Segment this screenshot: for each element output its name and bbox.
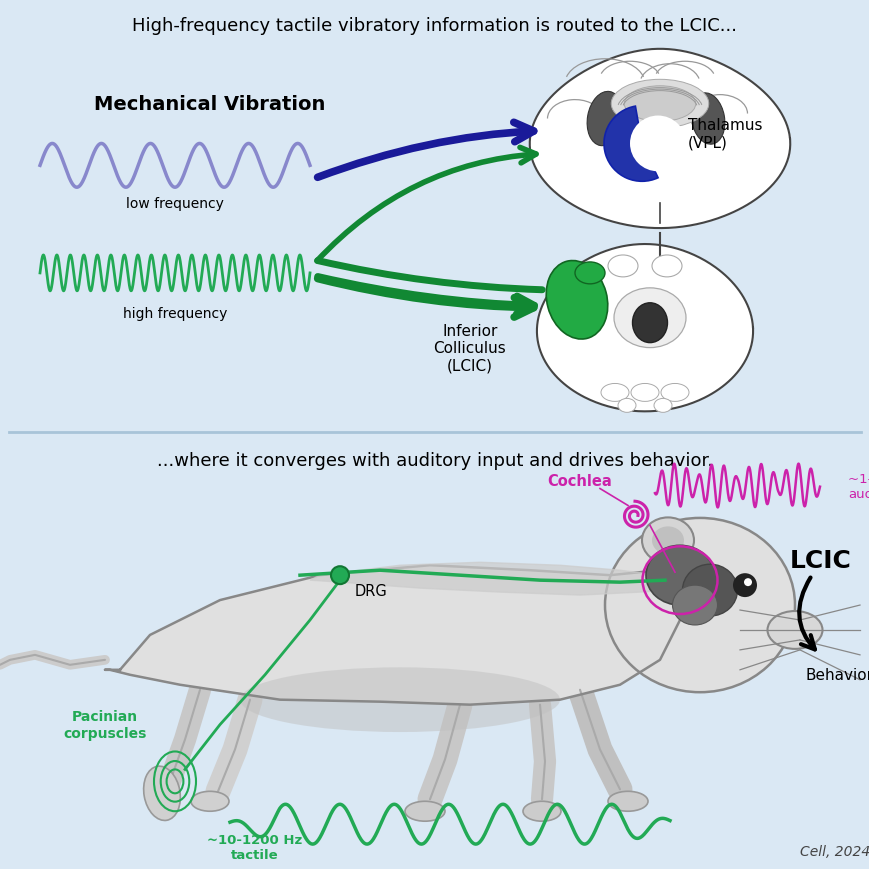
Text: ~1-100 kHz
auditory: ~1-100 kHz auditory xyxy=(847,472,869,500)
Ellipse shape xyxy=(617,399,635,413)
Ellipse shape xyxy=(143,766,180,820)
Text: DRG: DRG xyxy=(355,583,388,598)
Ellipse shape xyxy=(607,792,647,812)
Circle shape xyxy=(743,579,751,587)
Ellipse shape xyxy=(646,546,713,606)
Polygon shape xyxy=(536,245,753,412)
Text: Cell, 2024: Cell, 2024 xyxy=(799,844,869,858)
Ellipse shape xyxy=(600,384,628,402)
Text: Behavior: Behavior xyxy=(805,667,869,682)
Circle shape xyxy=(330,567,348,585)
Ellipse shape xyxy=(405,801,444,821)
Ellipse shape xyxy=(630,384,658,402)
Text: low frequency: low frequency xyxy=(126,197,223,211)
Ellipse shape xyxy=(681,565,737,616)
Circle shape xyxy=(629,116,686,172)
Ellipse shape xyxy=(651,255,681,277)
Polygon shape xyxy=(105,566,680,705)
Text: Thalamus
(VPL): Thalamus (VPL) xyxy=(687,118,761,150)
Ellipse shape xyxy=(766,611,821,649)
Polygon shape xyxy=(529,50,789,229)
Text: ~10-1200 Hz
tactile: ~10-1200 Hz tactile xyxy=(207,833,302,861)
Ellipse shape xyxy=(690,94,724,145)
Wedge shape xyxy=(603,107,657,182)
Text: Mechanical Vibration: Mechanical Vibration xyxy=(94,95,325,114)
Ellipse shape xyxy=(587,92,622,147)
Ellipse shape xyxy=(574,262,604,284)
Ellipse shape xyxy=(604,518,794,693)
Ellipse shape xyxy=(653,399,671,413)
Circle shape xyxy=(733,574,756,597)
Text: Inferior
Colliculus
(LCIC): Inferior Colliculus (LCIC) xyxy=(433,323,506,373)
Ellipse shape xyxy=(522,801,561,821)
Ellipse shape xyxy=(641,518,693,564)
Ellipse shape xyxy=(607,255,637,277)
Text: Pacinian
corpuscles: Pacinian corpuscles xyxy=(63,710,147,740)
Ellipse shape xyxy=(546,262,607,340)
Ellipse shape xyxy=(624,87,695,123)
Ellipse shape xyxy=(651,527,683,554)
Ellipse shape xyxy=(660,384,688,402)
Ellipse shape xyxy=(191,792,229,812)
Ellipse shape xyxy=(672,586,717,626)
Ellipse shape xyxy=(611,80,708,129)
Text: Cochlea: Cochlea xyxy=(547,474,612,488)
Ellipse shape xyxy=(632,303,667,343)
Text: LCIC: LCIC xyxy=(789,548,851,573)
Ellipse shape xyxy=(614,289,686,348)
Polygon shape xyxy=(309,562,669,595)
Text: ...where it converges with auditory input and drives behavior.: ...where it converges with auditory inpu… xyxy=(156,451,713,469)
Ellipse shape xyxy=(240,667,560,733)
Text: high frequency: high frequency xyxy=(123,307,227,321)
Text: High-frequency tactile vibratory information is routed to the LCIC...: High-frequency tactile vibratory informa… xyxy=(132,17,737,35)
